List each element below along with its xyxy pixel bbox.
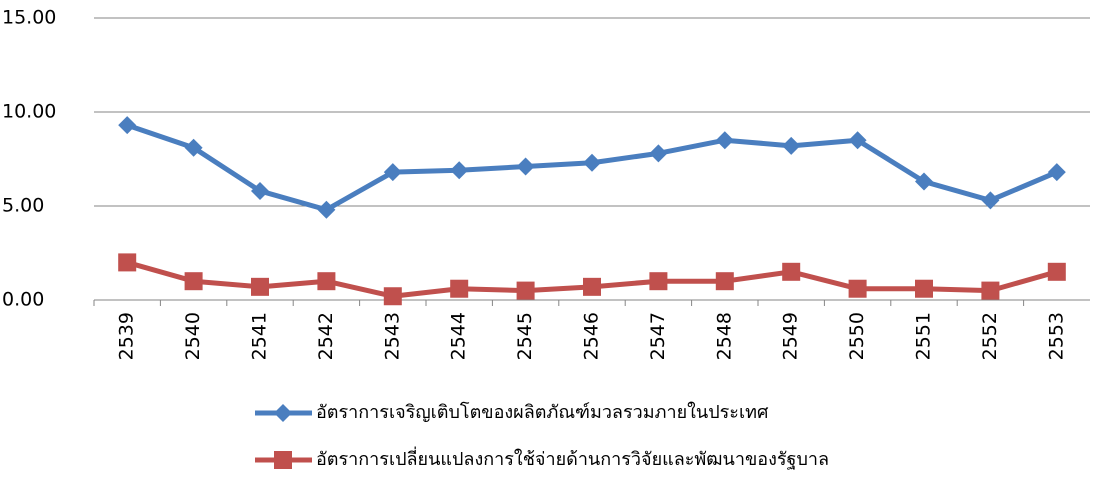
x-tick-label: 2542	[315, 312, 337, 360]
marker	[1048, 163, 1066, 181]
chart: 0.00 5.00 10.00 15.00 2539 2540 2541 2542 2543 25…	[0, 0, 1094, 477]
legend-label: อัตราการเจริญเติบโตของผลิตภัณฑ์มวลรวมภาย…	[316, 401, 769, 423]
x-tick-label: 2541	[249, 312, 271, 360]
x-tick-label: 2549	[780, 312, 802, 360]
x-tick-label: 2539	[116, 312, 138, 360]
marker	[583, 278, 601, 296]
x-tick-label: 2551	[913, 312, 935, 360]
marker	[981, 191, 999, 209]
marker	[649, 144, 667, 162]
marker	[251, 278, 269, 296]
x-tick-label: 2543	[381, 312, 403, 360]
y-tick-label: 10.00	[2, 101, 56, 123]
y-tick-label: 0.00	[2, 289, 44, 311]
marker	[1048, 263, 1066, 281]
marker	[782, 137, 800, 155]
marker	[517, 282, 535, 300]
x-tick-label: 2540	[182, 312, 204, 360]
marker	[981, 282, 999, 300]
x-tick-label: 2553	[1045, 312, 1067, 360]
x-tick-label: 2545	[514, 312, 536, 360]
y-tick-label: 15.00	[2, 7, 56, 29]
marker	[849, 280, 867, 298]
marker	[185, 272, 203, 290]
x-tick-label: 2546	[581, 312, 603, 360]
legend-label: อัตราการเปลี่ยนแปลงการใช้จ่ายด้านการวิจั…	[316, 446, 829, 470]
marker	[782, 263, 800, 281]
marker	[716, 131, 734, 149]
x-tick-label: 2544	[448, 312, 470, 360]
marker	[274, 451, 292, 469]
marker	[274, 404, 292, 422]
marker	[649, 272, 667, 290]
marker	[450, 280, 468, 298]
marker	[583, 154, 601, 172]
marker	[517, 158, 535, 176]
marker	[118, 253, 136, 271]
x-tick-label: 2547	[647, 312, 669, 360]
marker	[450, 161, 468, 179]
x-tick-label: 2550	[846, 312, 868, 360]
marker	[716, 272, 734, 290]
x-tick-label: 2548	[713, 312, 735, 360]
x-tick-label: 2552	[979, 312, 1001, 360]
marker	[118, 116, 136, 134]
y-tick-label: 5.00	[2, 195, 44, 217]
marker	[384, 287, 402, 305]
marker	[317, 272, 335, 290]
marker	[915, 280, 933, 298]
